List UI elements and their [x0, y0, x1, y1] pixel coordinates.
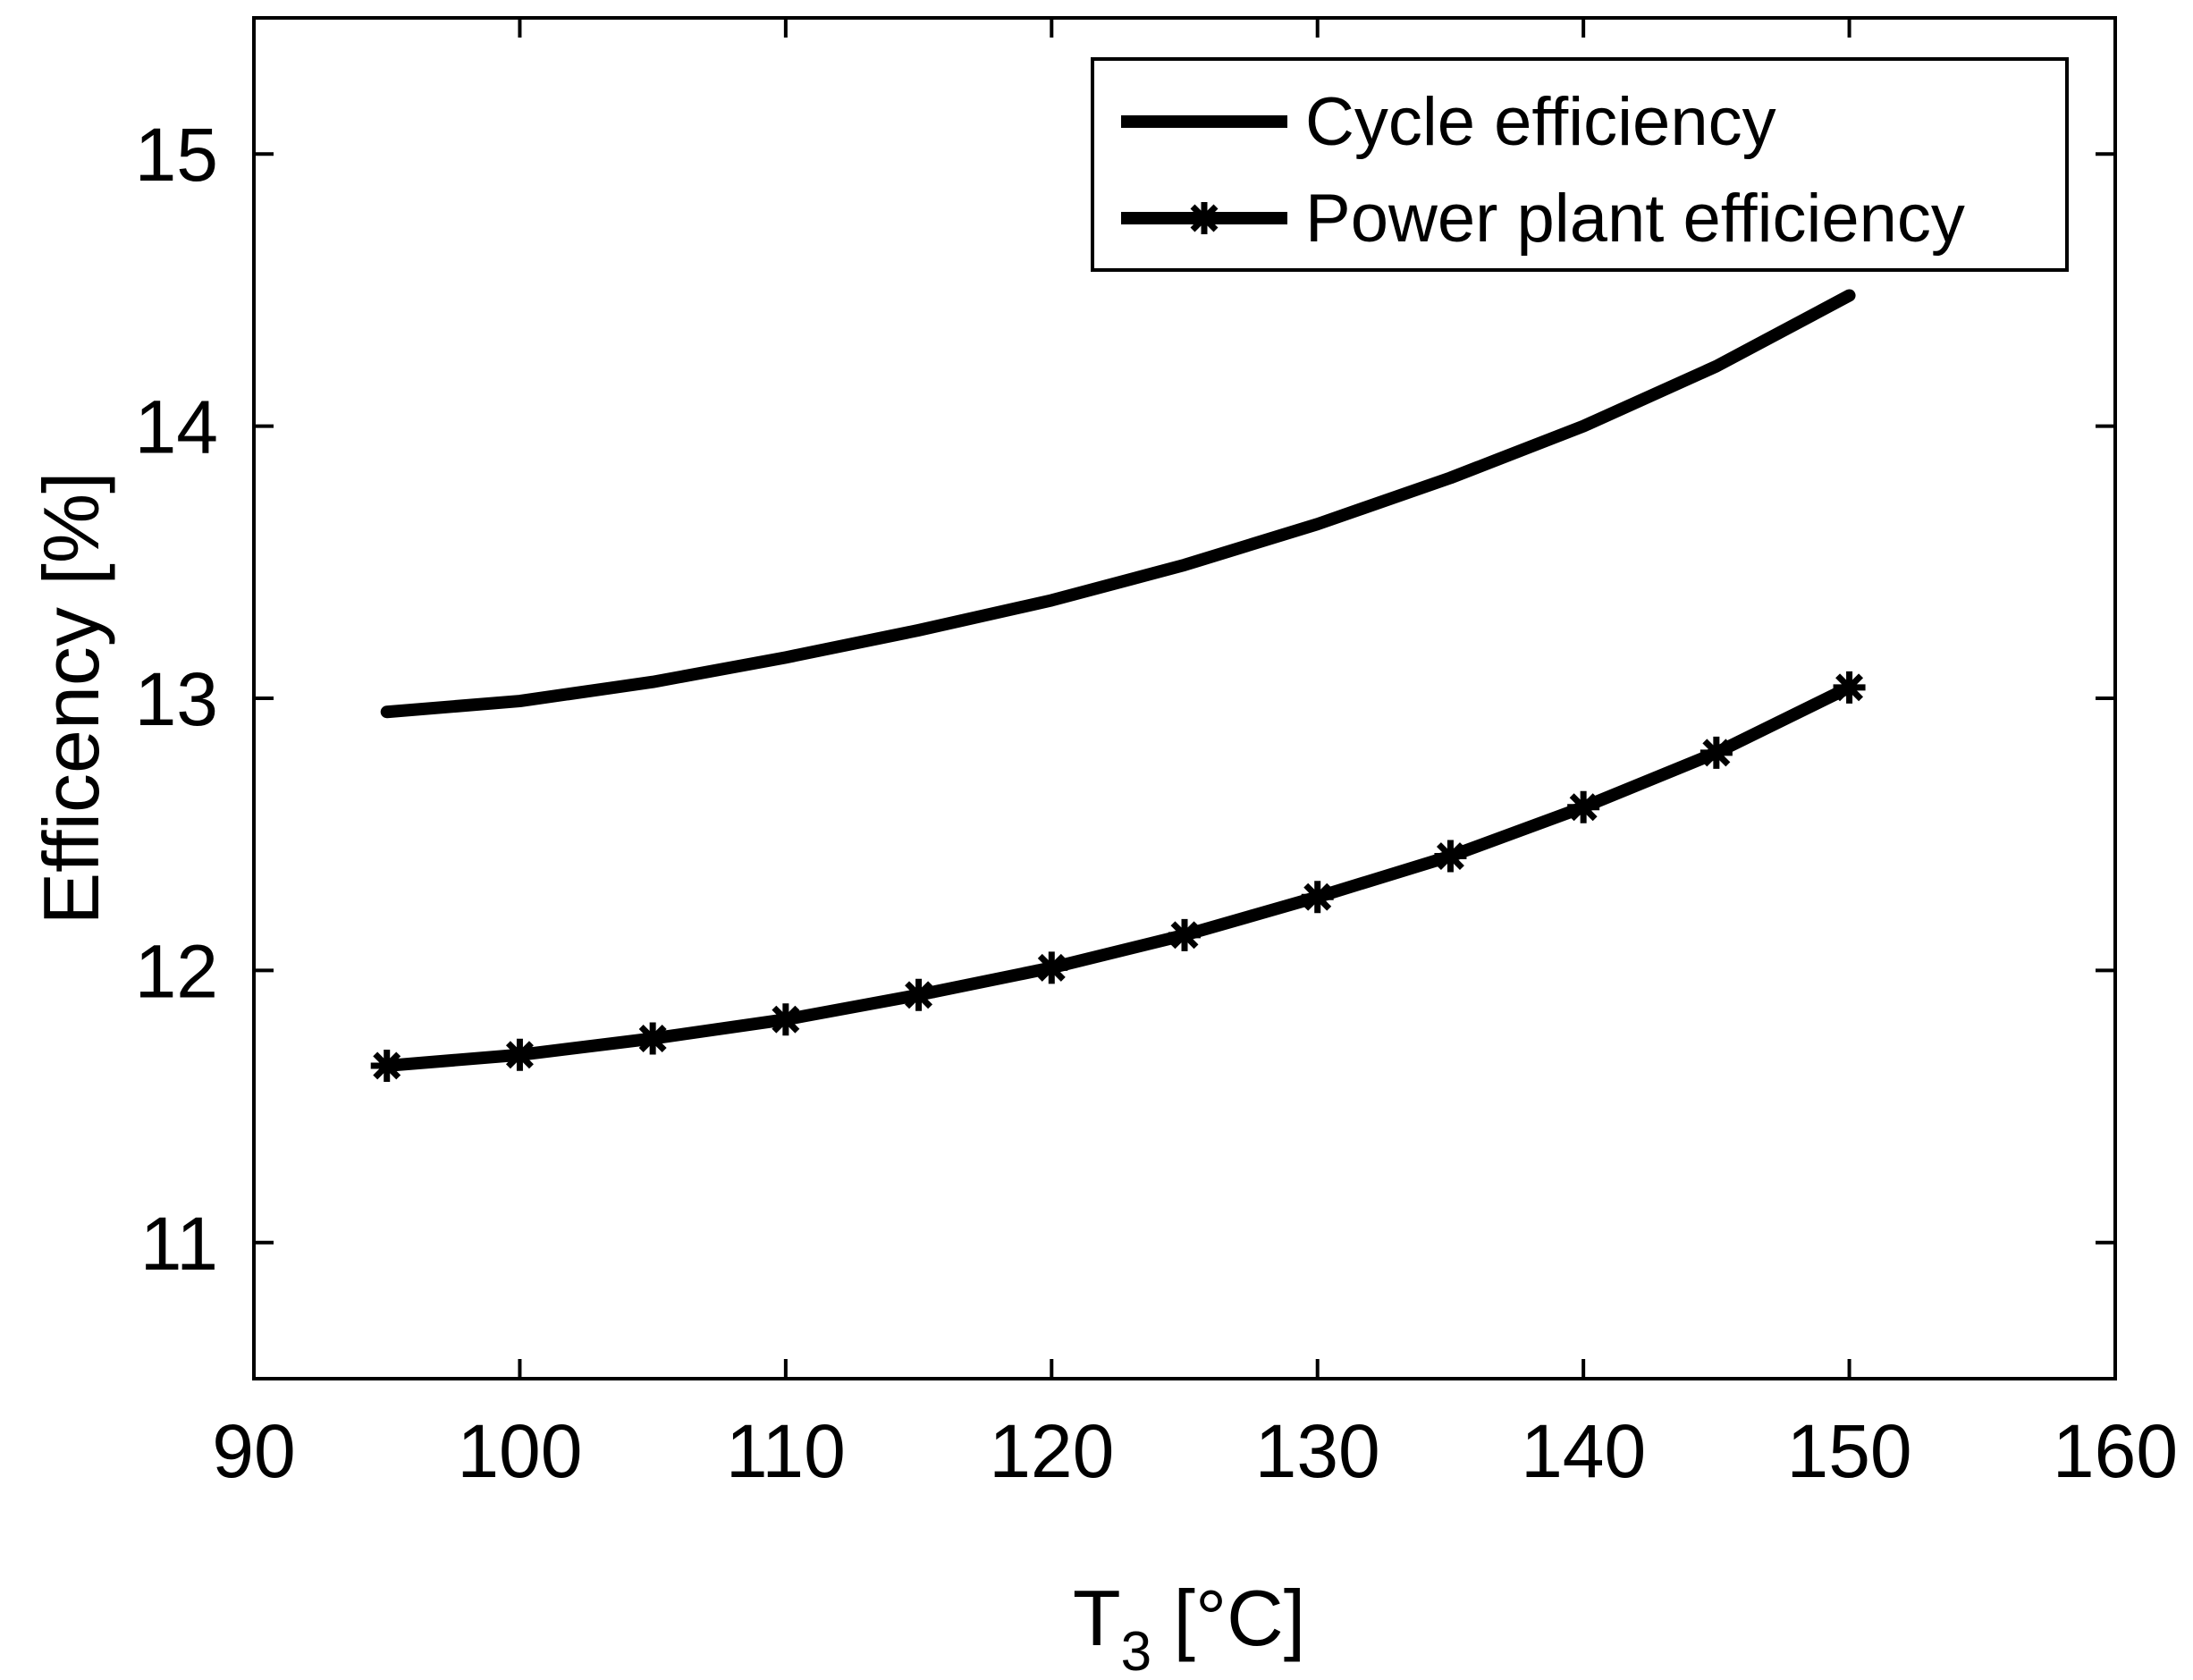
y-tick-labels: 11 12 13 14 15: [135, 113, 218, 1286]
y-axis-label: Efficency [%]: [27, 471, 115, 924]
series-1-marker-1: [503, 1038, 536, 1071]
legend-label-power: Power plant efficiency: [1305, 181, 1965, 257]
y-tick-label-14: 14: [135, 385, 218, 469]
series-line-1: [380, 680, 1856, 1072]
x-tick-labels: 90 100 110 120 130 140 150 160: [212, 1409, 2178, 1493]
series-1-marker-7: [1301, 881, 1334, 914]
series-1-marker-5: [1035, 951, 1068, 984]
x-tick-label-140: 140: [1521, 1409, 1646, 1493]
y-tick-label-12: 12: [135, 929, 218, 1013]
series-1-marker-8: [1434, 840, 1467, 873]
x-tick-label-120: 120: [989, 1409, 1114, 1493]
legend-box: [1091, 57, 2069, 272]
series-line-0: [380, 289, 1856, 719]
x-tick-label-130: 130: [1255, 1409, 1380, 1493]
x-tick-label-100: 100: [457, 1409, 582, 1493]
series-1-marker-11: [1833, 671, 1866, 704]
y-tick-label-13: 13: [135, 657, 218, 741]
legend: Cycle efficiency Power plant efficiency: [1091, 57, 2069, 272]
series-layer: [370, 289, 1866, 1082]
series-1-marker-6: [1168, 918, 1201, 951]
x-tick-label-90: 90: [212, 1409, 295, 1493]
x-axis-label-unit: [°C]: [1151, 1574, 1305, 1662]
series-1-marker-0: [370, 1049, 403, 1082]
x-tick-label-150: 150: [1786, 1409, 1911, 1493]
legend-marker-star: [1188, 202, 1220, 234]
x-axis-label-main: T: [1073, 1574, 1121, 1662]
series-1-marker-3: [769, 1003, 802, 1036]
series-1-marker-2: [637, 1022, 670, 1055]
x-axis-label: T3 [°C]: [1073, 1574, 1305, 1680]
x-tick-label-160: 160: [2053, 1409, 2178, 1493]
series-1-marker-10: [1700, 736, 1733, 769]
y-tick-label-11: 11: [140, 1202, 218, 1286]
axis-ticks: [252, 18, 2117, 1379]
x-axis-label-subscript: 3: [1121, 1621, 1151, 1680]
legend-label-cycle: Cycle efficiency: [1305, 84, 1776, 160]
series-1-marker-4: [902, 978, 935, 1011]
series-1-marker-9: [1567, 790, 1600, 823]
legend-marker-power: [1188, 202, 1220, 234]
y-tick-label-15: 15: [135, 113, 218, 197]
x-tick-label-110: 110: [726, 1409, 846, 1493]
